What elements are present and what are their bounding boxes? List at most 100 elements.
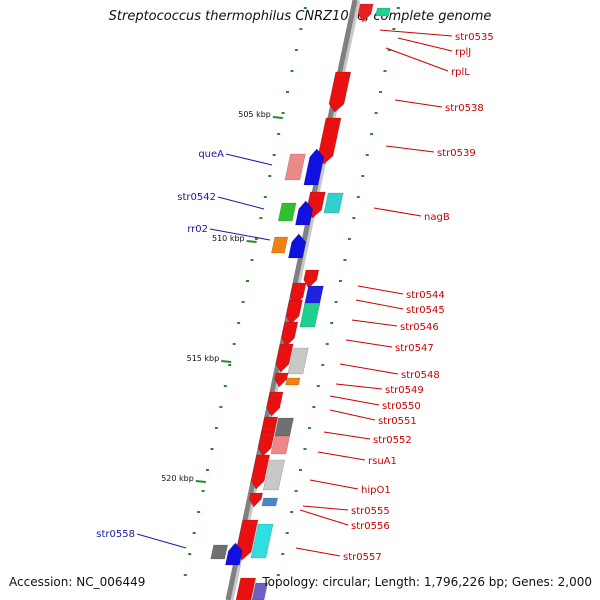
gene-block-reverse xyxy=(270,435,291,455)
gene-label-str0545: str0545 xyxy=(406,305,445,316)
scale-label: 515 kbp xyxy=(187,354,220,363)
track-dot-left xyxy=(188,553,192,555)
track-dot-left xyxy=(290,70,294,72)
gene-label-str0538: str0538 xyxy=(445,103,484,114)
track-dot-right xyxy=(374,112,378,114)
track-dot-right xyxy=(281,553,285,555)
accession-text: Accession: NC_006449 xyxy=(9,575,146,589)
label-leader-line xyxy=(225,153,273,166)
track-dot-left xyxy=(286,91,290,93)
label-leader-line xyxy=(209,228,271,241)
gene-block-forward xyxy=(284,153,306,181)
scale-label: 510 kbp xyxy=(212,234,245,243)
track-dot-left xyxy=(299,28,303,30)
track-dot-left xyxy=(237,322,241,324)
gene-block-reverse xyxy=(328,71,352,113)
track-dot-left xyxy=(246,280,250,282)
gene-block-reverse xyxy=(250,523,274,559)
track-dot-left xyxy=(232,343,236,345)
label-leader-line xyxy=(345,339,393,348)
track-dot-left xyxy=(214,427,218,429)
gene-label-str0535: str0535 xyxy=(455,32,494,43)
gene-block-reverse xyxy=(303,269,320,289)
track-dot-right xyxy=(392,28,396,30)
label-leader-line xyxy=(339,363,399,375)
track-dot-right xyxy=(339,280,343,282)
track-dot-left xyxy=(201,490,205,492)
gene-block-reverse xyxy=(262,459,286,491)
track-dot-left xyxy=(241,301,245,303)
gene-block-reverse xyxy=(285,377,301,386)
label-leader-line xyxy=(295,547,341,557)
track-dot-right xyxy=(379,91,383,93)
label-leader-line xyxy=(373,207,422,217)
track-dot-left xyxy=(294,49,298,51)
track-dot-left xyxy=(228,364,232,366)
gene-block-reverse xyxy=(274,372,289,388)
gene-block-reverse xyxy=(249,492,264,508)
label-leader-line xyxy=(329,395,380,406)
track-dot-right xyxy=(276,574,280,576)
track-dot-right xyxy=(387,49,391,51)
label-leader-line xyxy=(379,29,453,37)
track-dot-right xyxy=(383,70,387,72)
track-dot-left xyxy=(277,133,281,135)
label-leader-line xyxy=(136,533,187,549)
track-dot-right xyxy=(316,385,320,387)
gene-label-str0556: str0556 xyxy=(351,521,390,532)
gene-block-reverse xyxy=(299,302,321,328)
gene-block-reverse xyxy=(257,431,275,457)
gene-label-nagb: nagB xyxy=(424,212,450,223)
scale-label: 505 kbp xyxy=(238,110,271,119)
label-leader-line xyxy=(351,319,398,327)
track-dot-right xyxy=(307,427,311,429)
gene-label-rpll: rplL xyxy=(451,67,470,78)
label-leader-line xyxy=(385,145,435,153)
track-dot-left xyxy=(259,217,263,219)
label-leader-line xyxy=(394,99,443,108)
gene-block-forward xyxy=(271,236,289,254)
gene-block-forward xyxy=(303,148,325,186)
gene-block-reverse xyxy=(235,577,257,600)
gene-block-forward xyxy=(288,233,307,259)
track-dot-right xyxy=(343,259,347,261)
track-dot-left xyxy=(254,238,258,240)
topology-text: Topology: circular; Length: 1,796,226 bp… xyxy=(262,575,592,589)
gene-label-str0547: str0547 xyxy=(395,343,434,354)
track-dot-left xyxy=(281,112,285,114)
gene-label-str0557: str0557 xyxy=(343,552,382,563)
map-title: Streptococcus thermophilus CNRZ1066, com… xyxy=(108,9,492,24)
gene-block-reverse xyxy=(317,117,342,165)
gene-block-reverse xyxy=(375,7,391,17)
gene-label-str0546: str0546 xyxy=(400,322,439,333)
gene-label-str0551: str0551 xyxy=(378,416,417,427)
track-dot-right xyxy=(356,196,360,198)
gene-block-reverse xyxy=(274,417,294,437)
track-dot-right xyxy=(290,511,294,513)
track-dot-right xyxy=(370,133,374,135)
gene-block-forward xyxy=(277,202,297,222)
gene-label-str0539: str0539 xyxy=(437,148,476,159)
track-dot-right xyxy=(294,490,298,492)
gene-block-reverse xyxy=(266,391,284,417)
label-leader-line xyxy=(357,285,404,295)
track-dot-left xyxy=(223,385,227,387)
gene-label-str0550: str0550 xyxy=(382,401,421,412)
track-dot-right xyxy=(361,175,365,177)
track-dot-right xyxy=(396,7,400,9)
gene-label-str0555: str0555 xyxy=(351,506,390,517)
gene-label-hipo1: hipO1 xyxy=(361,485,391,496)
scale-label: 520 kbp xyxy=(161,474,194,483)
track-dot-right xyxy=(321,364,325,366)
gene-label-str0544: str0544 xyxy=(406,290,445,301)
track-dot-left xyxy=(197,511,201,513)
gene-label-str0558: str0558 xyxy=(96,529,135,540)
gene-block-reverse xyxy=(261,497,278,507)
track-dot-left xyxy=(206,469,210,471)
gene-block-forward xyxy=(295,200,314,226)
gene-block-reverse xyxy=(303,285,324,307)
label-leader-line xyxy=(309,479,359,490)
scale-tick xyxy=(246,240,257,243)
